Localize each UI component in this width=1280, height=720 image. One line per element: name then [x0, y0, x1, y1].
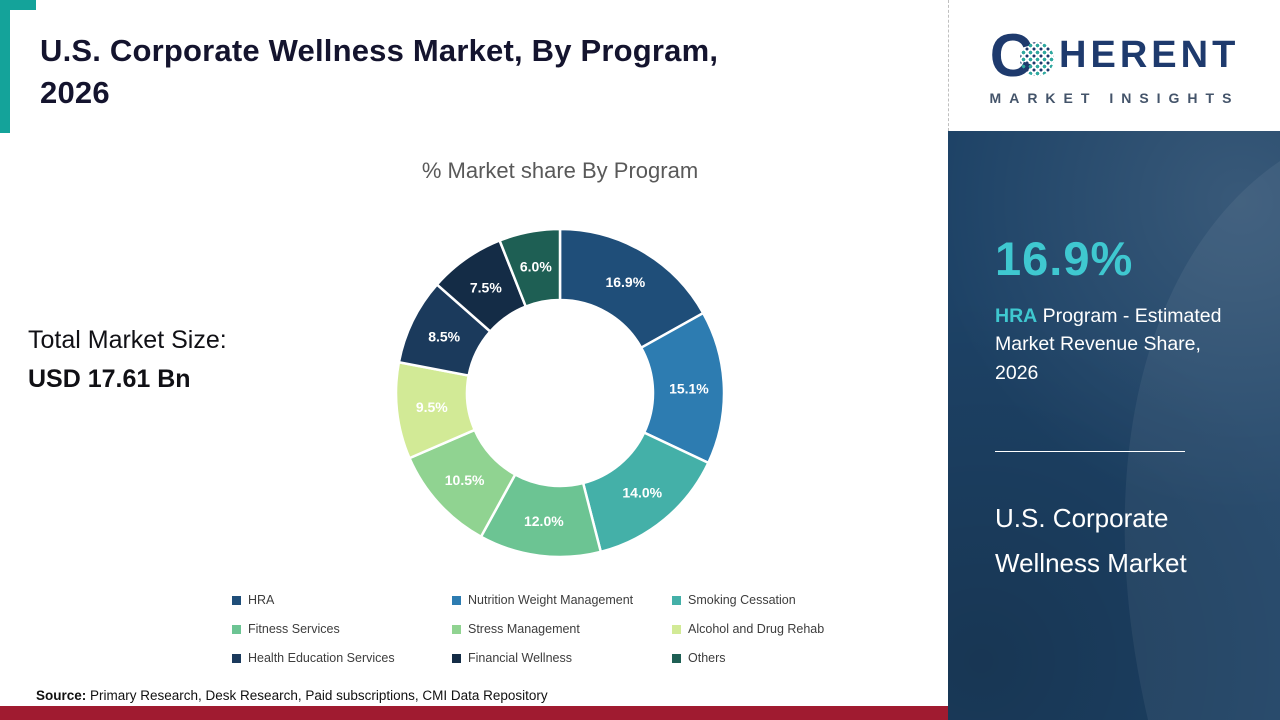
donut-chart: 16.9% 15.1% 14.0% 12.0% 10.5% 9.5% 8.5% 7.5% 6.0…	[394, 227, 726, 559]
sidebar-divider	[995, 450, 1185, 452]
highlight-term: HRA	[995, 305, 1038, 327]
total-market-label: Total Market Size:	[28, 326, 227, 354]
segment-label: 8.5%	[428, 328, 460, 344]
segment-label: 10.5%	[445, 472, 485, 488]
legend-item: Financial Wellness	[452, 651, 672, 665]
panel-wave-decoration	[948, 131, 1280, 720]
highlight-stat-value: 16.9%	[995, 232, 1134, 285]
logo-wordmark: C HERENT	[990, 25, 1240, 86]
legend-swatch	[672, 653, 681, 663]
chart-legend: HRA Nutrition Weight Management Smoking Ce…	[232, 593, 892, 665]
segment-label: 7.5%	[470, 279, 502, 295]
segment-label: 12.0%	[524, 513, 564, 529]
legend-item: Others	[672, 651, 892, 665]
legend-swatch	[672, 595, 681, 605]
legend-swatch	[232, 653, 241, 663]
logo-subtitle: MARKET INSIGHTS	[989, 89, 1240, 106]
total-market-size: Total Market Size: USD 17.61 Bn	[28, 326, 227, 394]
sidebar-content: 16.9% HRA Program - Estimated Market Rev…	[995, 131, 1255, 585]
legend-swatch	[232, 624, 241, 634]
market-name: U.S. Corporate Wellness Market	[995, 496, 1255, 585]
market-name-line2: Wellness Market	[995, 547, 1187, 578]
sidebar-panel: 16.9% HRA Program - Estimated Market Rev…	[948, 131, 1280, 720]
legend-item: HRA	[232, 593, 452, 607]
segment-label: 15.1%	[669, 381, 709, 397]
market-name-line1: U.S. Corporate	[995, 502, 1169, 533]
legend-label: Others	[688, 651, 726, 665]
logo-globe-icon	[1020, 41, 1055, 76]
legend-label: Stress Management	[468, 622, 580, 636]
legend-label: Alcohol and Drug Rehab	[688, 622, 825, 636]
sidebar: C HERENT MARKET INSIGHTS 16.9% HRA Progr…	[948, 0, 1280, 720]
page-title: U.S. Corporate Wellness Market, By Progr…	[40, 30, 840, 114]
source-label: Source:	[36, 688, 87, 703]
highlight-stat-description: HRA Program - Estimated Market Revenue S…	[995, 302, 1247, 387]
legend-label: Health Education Services	[248, 651, 395, 665]
highlight-text: Program - Estimated Market Revenue Share…	[995, 305, 1222, 384]
source-text: Primary Research, Desk Research, Paid su…	[86, 688, 548, 703]
page-title-line1: U.S. Corporate Wellness Market, By Progr…	[40, 33, 719, 68]
total-market-value: USD 17.61 Bn	[28, 365, 191, 393]
segment-label: 14.0%	[622, 484, 662, 500]
legend-item: Health Education Services	[232, 651, 452, 665]
chart-title: % Market share By Program	[421, 158, 699, 183]
legend-item: Alcohol and Drug Rehab	[672, 622, 892, 636]
corner-accent-horizontal	[0, 0, 36, 10]
legend-swatch	[232, 595, 241, 605]
segment-label: 6.0%	[520, 258, 552, 274]
legend-swatch	[672, 624, 681, 634]
bottom-accent-bar	[0, 706, 948, 720]
legend-label: HRA	[248, 593, 275, 607]
segment-label: 16.9%	[605, 274, 645, 290]
panel-wave-curve	[1124, 161, 1280, 720]
segment-label: 9.5%	[416, 399, 448, 415]
legend-item: Nutrition Weight Management	[452, 593, 672, 607]
legend-item: Fitness Services	[232, 622, 452, 636]
source-note: Source: Primary Research, Desk Research,…	[36, 688, 548, 703]
legend-item: Stress Management	[452, 622, 672, 636]
legend-item: Smoking Cessation	[672, 593, 892, 607]
logo-letters-rest: HERENT	[1059, 34, 1240, 76]
legend-label: Financial Wellness	[468, 651, 572, 665]
page-title-line2: 2026	[40, 74, 110, 110]
legend-swatch	[452, 653, 461, 663]
legend-swatch	[452, 595, 461, 605]
legend-label: Smoking Cessation	[688, 593, 796, 607]
corner-accent-vertical	[0, 0, 10, 133]
legend-swatch	[452, 624, 461, 634]
donut-segment	[498, 227, 562, 309]
legend-label: Fitness Services	[248, 622, 340, 636]
legend-label: Nutrition Weight Management	[468, 593, 634, 607]
brand-logo: C HERENT MARKET INSIGHTS	[948, 0, 1280, 131]
